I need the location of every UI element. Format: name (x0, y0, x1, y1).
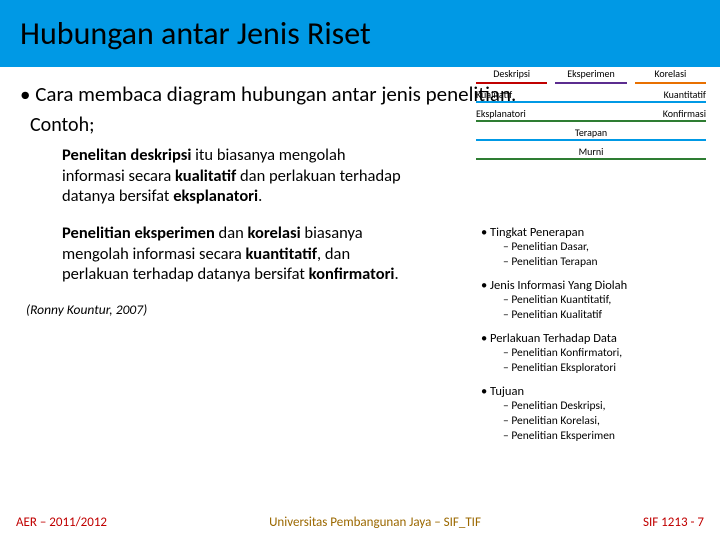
footer-left: AER – 2011/2012 (16, 515, 107, 530)
rc-sub-3-0: – Penelitian Deskripsi, (503, 399, 706, 414)
diagram-row-1b: Konfirmasi (540, 107, 706, 120)
footer-center: Universitas Pembangunan Jaya – SIF_TIF (269, 515, 481, 530)
rc-sub-0-1: – Penelitian Terapan (503, 255, 706, 270)
p2-bold-g: konfirmatori (309, 264, 395, 284)
diagram-col-underline-1 (555, 82, 626, 84)
rc-item-3: • Tujuan – Penelitian Deskripsi, – Penel… (481, 384, 706, 444)
footer: AER – 2011/2012 Universitas Pembangunan … (0, 515, 720, 530)
rc-item-1: • Jenis Informasi Yang Diolah – Peneliti… (481, 278, 706, 323)
rc-sub-0-0: – Penelitian Dasar, (503, 240, 706, 255)
p1-bold-c: kualitatif (175, 166, 236, 186)
rc-head-3: • Tujuan (481, 384, 706, 399)
slide-title: Hubungan antar Jenis Riset (0, 0, 720, 67)
diagram-line-1 (476, 120, 706, 122)
diagram-row-0b: Kuantitatif (540, 88, 706, 101)
diagram-row-0a: Kualitatif (476, 88, 540, 101)
rc-item-0: • Tingkat Penerapan – Penelitian Dasar, … (481, 225, 706, 270)
rc-sub-3-1: – Penelitian Korelasi, (503, 414, 706, 429)
p2-b: dan (215, 223, 248, 243)
diagram-col-underline-0 (476, 82, 547, 84)
rc-sub-2-1: – Penelitian Eksploratori (503, 361, 706, 376)
rc-item-2: • Perlakuan Terhadap Data – Penelitian K… (481, 331, 706, 376)
diagram-row-2: Terapan (476, 126, 706, 139)
rc-head-0: • Tingkat Penerapan (481, 225, 706, 240)
p2-bold-e: kuantitatif (246, 244, 318, 264)
p2-h: . (395, 264, 399, 284)
diagram-line-3 (476, 158, 706, 160)
diagram-row-3: Murni (476, 145, 706, 158)
p1-f: . (258, 186, 262, 206)
footer-right: SIF 1213 - 7 (643, 515, 704, 530)
diagram-row-1a: Eksplanatori (476, 107, 540, 120)
paragraph-2: Penelitian eksperimen dan korelasi biasa… (62, 223, 402, 285)
diagram-col-2: Korelasi (635, 67, 706, 80)
rc-head-2: • Perlakuan Terhadap Data (481, 331, 706, 346)
slide-content: Deskripsi Eksperimen Korelasi Kualitatif… (0, 67, 720, 318)
diagram-line-2 (476, 139, 706, 141)
rc-sub-3-2: – Penelitian Eksperimen (503, 429, 706, 444)
p2-bold-a: Penelitian eksperimen (62, 223, 215, 243)
rc-head-1: • Jenis Informasi Yang Diolah (481, 278, 706, 293)
relationship-diagram: Deskripsi Eksperimen Korelasi Kualitatif… (476, 67, 706, 160)
diagram-line-0 (476, 101, 706, 103)
paragraph-1: Penelitan deskripsi itu biasanya mengola… (62, 145, 402, 207)
rc-sub-2-0: – Penelitian Konfirmatori, (503, 346, 706, 361)
p1-bold-e: eksplanatori (173, 186, 258, 206)
rc-sub-1-1: – Penelitian Kualitatif (503, 308, 706, 323)
diagram-col-0: Deskripsi (476, 67, 547, 80)
diagram-col-underline-2 (635, 82, 706, 84)
right-column: • Tingkat Penerapan – Penelitian Dasar, … (481, 225, 706, 451)
rc-sub-1-0: – Penelitian Kuantitatif, (503, 293, 706, 308)
p2-bold-c: korelasi (248, 223, 301, 243)
diagram-col-1: Eksperimen (555, 67, 626, 80)
p1-bold-a: Penelitan deskripsi (62, 145, 191, 165)
